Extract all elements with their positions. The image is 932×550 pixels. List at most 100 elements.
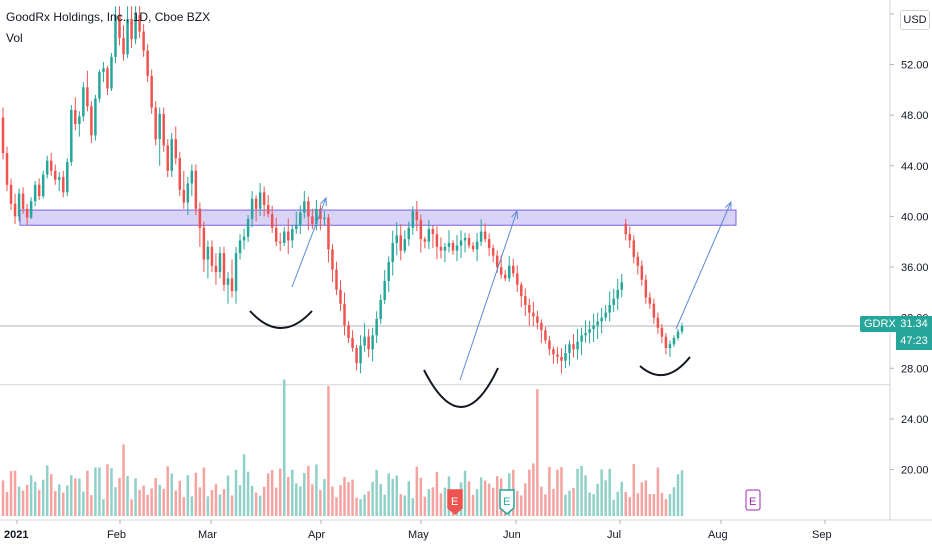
- candle-body: [98, 72, 101, 99]
- time-tick-label: Feb: [107, 529, 126, 541]
- volume-bar: [371, 481, 374, 516]
- volume-bar: [9, 471, 13, 516]
- candle-body: [620, 282, 623, 290]
- candle-body: [41, 174, 45, 197]
- candle-body: [335, 269, 338, 290]
- candle-body: [624, 223, 627, 235]
- candle-body: [262, 192, 266, 205]
- candle-body: [5, 153, 9, 185]
- candle-body: [278, 241, 282, 243]
- volume-bar: [588, 492, 591, 516]
- volume-bar: [608, 468, 611, 516]
- candle-body: [419, 220, 423, 240]
- earnings-marker-1-shape: [447, 489, 463, 515]
- earnings-marker-2-shape: [499, 489, 515, 515]
- volume-bar: [640, 482, 644, 516]
- volume-bar: [202, 467, 206, 516]
- volume-bar: [114, 487, 117, 516]
- volume-bar: [5, 491, 9, 516]
- volume-bar: [278, 468, 282, 516]
- volume-bar: [194, 472, 198, 516]
- price-tick-label: 48.00: [901, 110, 929, 122]
- candle-body: [29, 201, 33, 218]
- candle-body: [560, 356, 563, 361]
- volume-bar: [628, 497, 632, 516]
- earnings-marker-3-shape: [745, 489, 761, 511]
- price-tick-label: 28.00: [901, 363, 929, 375]
- earnings-marker-1-label: E: [451, 496, 458, 508]
- volume-bar: [568, 490, 571, 516]
- candle-body: [672, 337, 676, 345]
- volume-bar: [190, 496, 194, 516]
- candle-body: [202, 227, 206, 260]
- candle-body: [463, 237, 467, 241]
- volume-bar: [250, 485, 254, 516]
- candle-body: [182, 189, 186, 203]
- volume-bar: [632, 464, 636, 516]
- volume-bar: [29, 475, 33, 516]
- time-tick-label: May: [408, 529, 429, 541]
- candle-body: [592, 325, 595, 330]
- candle-body: [106, 68, 109, 89]
- candle-body: [544, 330, 547, 341]
- candle-body: [13, 203, 17, 217]
- volume-bar: [580, 465, 583, 516]
- volume-bar: [291, 469, 294, 516]
- volume-bar: [540, 486, 543, 516]
- candle-body: [640, 265, 644, 280]
- candle-body: [507, 265, 511, 279]
- candle-body: [9, 184, 13, 204]
- left-shoulder-arc: [249, 310, 313, 329]
- candle-body: [503, 274, 507, 279]
- volume-bar: [339, 485, 342, 516]
- candle-body: [383, 280, 386, 300]
- head-arc: [423, 367, 499, 408]
- volume-bar: [592, 494, 595, 516]
- volume-label: Vol: [6, 31, 23, 45]
- candle-body: [447, 242, 451, 247]
- volume-bar: [616, 491, 619, 516]
- projection-arrow-3: [675, 201, 732, 330]
- candle-body: [395, 235, 398, 243]
- volume-bar: [419, 477, 423, 516]
- volume-bar: [532, 463, 535, 516]
- candle-body: [323, 217, 326, 219]
- volume-bar: [49, 474, 53, 516]
- candle-body: [299, 212, 302, 226]
- volume-bar: [226, 475, 230, 516]
- volume-bar: [307, 465, 310, 516]
- currency-button[interactable]: USD: [900, 10, 930, 30]
- candle-body: [487, 239, 491, 249]
- candle-body: [1, 117, 5, 154]
- candle-body: [431, 229, 435, 235]
- candle-body: [355, 348, 358, 364]
- volume-bar: [347, 482, 350, 516]
- candle-body: [363, 336, 366, 346]
- volume-bar: [479, 477, 483, 516]
- earnings-marker-3-label: E: [749, 496, 756, 508]
- volume-bar: [74, 478, 77, 516]
- candle-body: [435, 234, 439, 247]
- volume-bar: [556, 469, 559, 516]
- candle-body: [33, 184, 37, 202]
- volume-bar: [266, 473, 270, 516]
- candle-body: [427, 229, 431, 242]
- volume-bar: [596, 483, 599, 516]
- volume-bar: [475, 489, 479, 516]
- symbol-price-tag: GDRX: [860, 316, 900, 332]
- candle-body: [459, 240, 463, 246]
- candle-body: [604, 312, 607, 318]
- candle-body: [423, 239, 427, 242]
- candle-body: [552, 349, 555, 355]
- candle-body: [274, 227, 278, 242]
- candle-body: [37, 184, 41, 197]
- volume-bar: [274, 487, 278, 516]
- volume-bar: [86, 470, 89, 516]
- volume-bar: [90, 495, 93, 516]
- candle-body: [230, 278, 234, 292]
- candle-body: [399, 235, 403, 251]
- candle-body: [94, 98, 97, 136]
- volume-bar: [130, 499, 133, 516]
